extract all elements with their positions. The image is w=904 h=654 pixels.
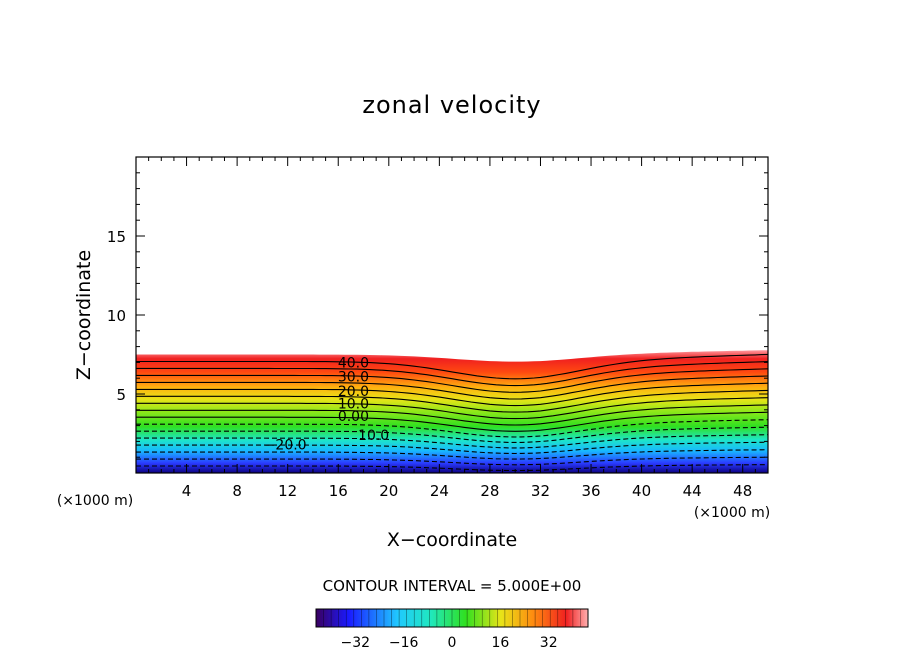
contour-line-10 [136, 397, 768, 420]
contour-line--5 [136, 419, 768, 438]
y-tick-label-10: 10 [107, 307, 126, 325]
contour-line-15 [136, 389, 768, 413]
contour-line--20 [136, 441, 768, 455]
contour-line-5 [136, 404, 768, 426]
contour-line-20 [136, 382, 768, 407]
colorbar-frame [315, 608, 589, 628]
contour-line--30 [136, 456, 768, 466]
chart-title: zonal velocity [362, 91, 541, 119]
x-tick-label-28: 28 [480, 482, 499, 500]
contour-fill [136, 350, 768, 473]
contour-line-35 [136, 361, 768, 387]
contour-label-5: 10.0 [358, 428, 389, 444]
y-tick-label-15: 15 [107, 228, 126, 246]
x-tick-label-32: 32 [531, 482, 550, 500]
contour-line-0 [136, 411, 768, 432]
x-axis-label: X−coordinate [387, 529, 517, 551]
x-unit-right: (×1000 m) [694, 505, 770, 521]
contour-line--10 [136, 426, 768, 443]
x-tick-label-36: 36 [581, 482, 600, 500]
contour-label-4: 0.00 [338, 409, 369, 425]
x-tick-label-24: 24 [430, 482, 449, 500]
contour-label-1: 30.0 [338, 370, 369, 386]
x-tick-label-40: 40 [632, 482, 651, 500]
contour-label-2: 20.0 [338, 384, 369, 400]
contour-line-25 [136, 375, 768, 400]
contour-label-6: −20.0 [264, 438, 307, 454]
y-tick-label-5: 5 [116, 386, 126, 404]
contour-line--15 [136, 434, 768, 449]
y-axis-label: Z−coordinate [73, 250, 95, 380]
x-tick-label-48: 48 [733, 482, 752, 500]
colorbar-tick-label-0: −32 [341, 635, 371, 651]
contour-interval-text: CONTOUR INTERVAL = 5.000E+00 [323, 577, 582, 595]
x-tick-label-16: 16 [329, 482, 348, 500]
x-tick-label-12: 12 [278, 482, 297, 500]
contour-line-30 [136, 368, 768, 393]
x-tick-label-4: 4 [182, 482, 192, 500]
contour-label-0: 40.0 [338, 355, 369, 371]
colorbar: −32 −16 0 16 32 [315, 608, 589, 651]
x-tick-label-44: 44 [683, 482, 702, 500]
x-unit-left: (×1000 m) [57, 493, 133, 509]
contour-label-3: 10.0 [338, 396, 369, 412]
colorbar-tick-label-2: 0 [448, 635, 457, 651]
x-tick-label-8: 8 [232, 482, 242, 500]
colorbar-tick-label-3: 16 [491, 635, 509, 651]
contour-line--35 [136, 464, 768, 472]
colorbar-tick-label-4: 32 [540, 635, 558, 651]
colorbar-tick-label-1: −16 [389, 635, 419, 651]
contour-line-40 [136, 353, 768, 380]
contour-line--25 [136, 449, 768, 460]
x-tick-label-20: 20 [379, 482, 398, 500]
